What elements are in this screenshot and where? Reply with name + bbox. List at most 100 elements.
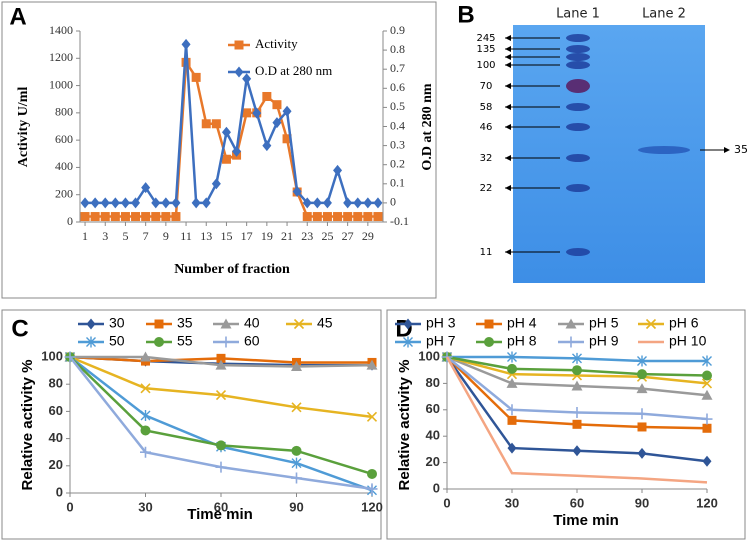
data-point	[637, 447, 647, 459]
y2-tick-label: 0.9	[390, 23, 405, 37]
series-line	[445, 356, 708, 484]
x-tick-label: 60	[214, 499, 228, 514]
legend-label: pH 7	[426, 333, 456, 349]
data-point	[120, 212, 130, 222]
data-point	[110, 197, 120, 209]
data-point	[272, 100, 282, 110]
data-point	[343, 212, 353, 222]
legend-marker	[154, 337, 164, 347]
data-point	[701, 378, 713, 389]
arrow-head	[505, 54, 511, 60]
y2-tick-label: 0	[390, 195, 396, 209]
data-point	[191, 72, 201, 82]
panel-frame	[1, 1, 437, 299]
lane-label: Lane 1	[556, 7, 600, 22]
y-axis-label: Relative activity %	[19, 360, 36, 491]
data-point	[292, 185, 302, 197]
marker-band	[566, 79, 590, 93]
y-tick-label: 60	[49, 403, 63, 418]
x-axis-label: Time min	[553, 512, 619, 529]
y2-tick-label: 0.4	[390, 118, 405, 132]
data-point	[291, 445, 302, 456]
y-tick-label: 80	[49, 376, 63, 391]
data-point	[367, 468, 377, 479]
data-point	[322, 212, 332, 222]
data-point	[701, 389, 713, 400]
y2-tick-label: -0.1	[390, 214, 409, 228]
marker-band	[566, 53, 590, 61]
marker-label: 58	[480, 102, 493, 113]
marker-band	[566, 61, 590, 69]
y-tick-label: 0	[433, 480, 440, 495]
data-point	[242, 73, 252, 85]
data-point	[506, 404, 518, 416]
data-point	[282, 105, 292, 117]
data-point	[353, 197, 363, 209]
x-tick-label: 5	[122, 229, 128, 243]
data-point	[272, 117, 282, 129]
panel-frame	[1, 309, 382, 540]
arrow-head	[505, 35, 511, 41]
data-point	[353, 212, 363, 222]
legend-label: pH 8	[507, 333, 537, 349]
legend-marker	[484, 319, 494, 329]
legend-label: 30	[109, 315, 125, 331]
arrow-head	[505, 104, 511, 110]
data-point	[140, 425, 151, 436]
legend-label: pH 5	[589, 315, 619, 331]
legend-marker	[234, 40, 244, 50]
y2-tick-label: 0.1	[390, 176, 405, 190]
data-point	[507, 351, 517, 363]
data-point	[636, 408, 648, 420]
x-tick-label: 19	[261, 229, 273, 243]
data-point	[211, 119, 221, 129]
data-point	[637, 369, 647, 380]
x-tick-label: 90	[635, 495, 649, 510]
data-point	[161, 197, 171, 209]
data-point	[211, 178, 221, 190]
data-point	[366, 359, 378, 370]
data-point	[140, 446, 151, 458]
y-axis-label: Relative activity %	[396, 360, 413, 491]
x-tick-label: 27	[342, 229, 354, 243]
y-tick-label: 100	[418, 348, 440, 363]
marker-band	[566, 45, 590, 53]
marker-band	[566, 184, 590, 192]
x-tick-label: 0	[443, 495, 450, 510]
data-point	[572, 445, 582, 457]
y-axis-label: Activity U/ml	[16, 87, 31, 168]
data-point	[291, 472, 302, 484]
marker-label: 135	[476, 44, 495, 55]
data-point	[141, 182, 151, 194]
legend-label: 50	[109, 333, 125, 349]
legend-marker	[234, 66, 244, 78]
y2-tick-label: 0.3	[390, 137, 405, 151]
y-tick-label: 20	[49, 457, 63, 472]
y2-tick-label: 0.8	[390, 42, 405, 56]
legend-marker	[154, 319, 164, 329]
x-tick-label: 90	[289, 499, 303, 514]
data-point	[171, 197, 181, 209]
data-point	[333, 212, 343, 222]
data-point	[64, 351, 76, 363]
x-tick-label: 30	[138, 499, 152, 514]
y-tick-label: 0	[56, 484, 63, 499]
data-point	[100, 212, 110, 222]
y-tick-label: 1400	[49, 23, 73, 37]
arrow-head	[505, 83, 511, 89]
legend-marker	[403, 318, 413, 330]
y-tick-label: 80	[426, 375, 440, 390]
x-tick-label: 15	[220, 229, 232, 243]
series-line	[85, 44, 378, 205]
data-point	[216, 440, 226, 451]
panel-letter: A	[9, 3, 26, 30]
y-tick-label: 20	[426, 454, 440, 469]
data-point	[333, 164, 343, 176]
x-tick-label: 7	[143, 229, 149, 243]
data-point	[343, 197, 353, 209]
data-point	[140, 409, 151, 421]
data-point	[291, 457, 302, 469]
legend-marker	[86, 336, 96, 348]
lane-label: Lane 2	[642, 7, 686, 22]
gel-background	[513, 25, 705, 283]
